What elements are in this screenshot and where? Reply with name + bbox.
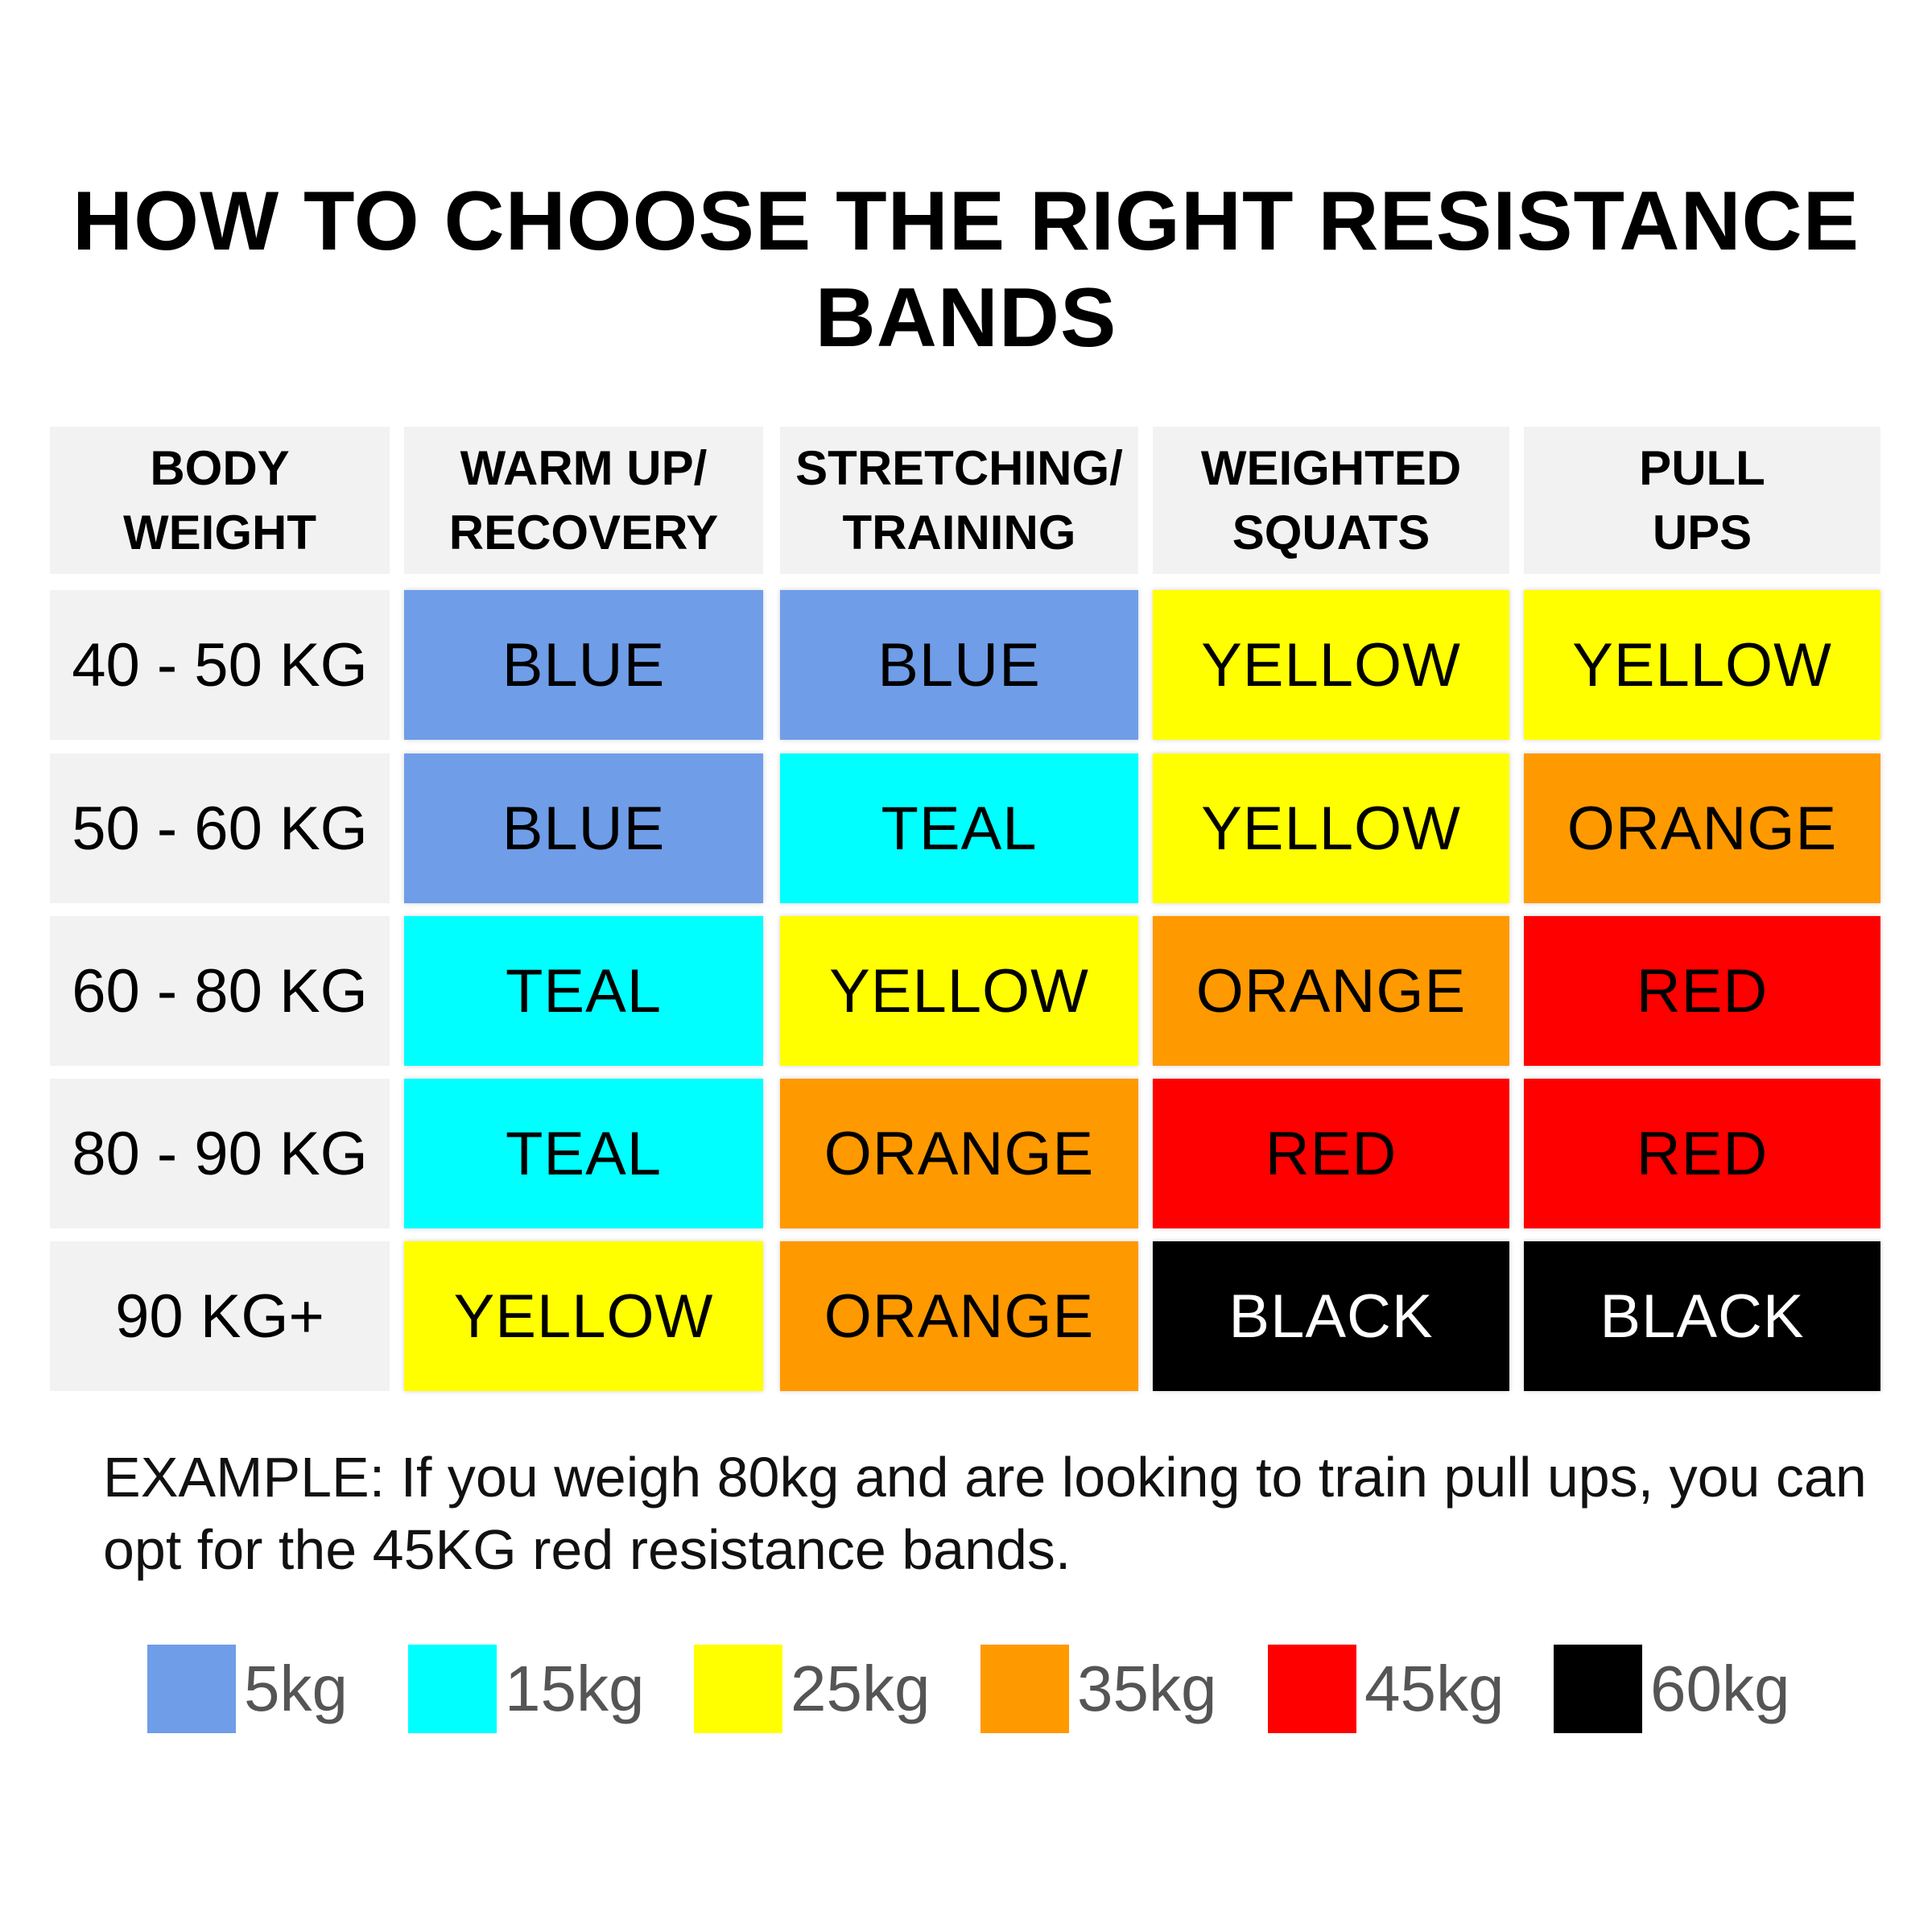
column-header-line: WEIGHT (123, 505, 316, 559)
column-header-line: PULL (1639, 440, 1765, 495)
band-cell: ORANGE (1524, 753, 1880, 903)
legend-label: 25kg (791, 1653, 931, 1724)
band-cell: BLUE (404, 753, 763, 903)
example-text: EXAMPLE: If you weigh 80kg and are looki… (103, 1446, 1867, 1581)
legend-label: 60kg (1650, 1653, 1790, 1724)
legend-swatch (1268, 1645, 1356, 1733)
column-header: BODY WEIGHT (50, 427, 390, 574)
legend-label: 45kg (1364, 1653, 1505, 1724)
band-cell: BLACK (1524, 1241, 1880, 1391)
band-cell: RED (1153, 1079, 1509, 1228)
band-cell: BLUE (780, 590, 1138, 740)
column-header: PULL UPS (1524, 427, 1880, 574)
band-cell: BLACK (1153, 1241, 1509, 1391)
band-cell: ORANGE (1153, 916, 1509, 1066)
legend-swatch (1554, 1645, 1642, 1733)
legend-swatch (147, 1645, 236, 1733)
band-cell: TEAL (404, 1079, 763, 1228)
column-header-line: WARM UP/ (460, 440, 708, 495)
legend-label: 5kg (244, 1653, 348, 1724)
band-cell: TEAL (780, 753, 1138, 903)
legend-swatch (694, 1645, 782, 1733)
band-cell: RED (1524, 1079, 1880, 1228)
column-header: STRETCHING/TRAINING (780, 427, 1138, 574)
column-header-line: WEIGHTED (1200, 440, 1462, 495)
band-cell: YELLOW (1524, 590, 1880, 740)
band-cell: YELLOW (404, 1241, 763, 1391)
column-header-line: STRETCHING/ (795, 440, 1123, 495)
band-cell: YELLOW (1153, 590, 1509, 740)
legend-label: 35kg (1077, 1653, 1217, 1724)
legend-swatch (980, 1645, 1069, 1733)
column-header-line: SQUATS (1232, 505, 1430, 559)
column-header: WARM UP/RECOVERY (404, 427, 763, 574)
band-cell: YELLOW (780, 916, 1138, 1066)
body-weight-cell: 90 KG+ (50, 1241, 390, 1391)
legend-label: 15kg (505, 1653, 645, 1724)
band-cell: ORANGE (780, 1241, 1138, 1391)
body-weight-cell: 60 - 80 KG (50, 916, 390, 1066)
column-header-line: UPS (1652, 505, 1752, 559)
band-cell: ORANGE (780, 1079, 1138, 1228)
body-weight-cell: 40 - 50 KG (50, 590, 390, 740)
column-header: WEIGHTED SQUATS (1153, 427, 1509, 574)
legend-swatch (408, 1645, 497, 1733)
column-header-line: TRAINING (842, 505, 1076, 559)
body-weight-cell: 80 - 90 KG (50, 1079, 390, 1228)
body-weight-cell: 50 - 60 KG (50, 753, 390, 903)
column-header-line: BODY (150, 440, 290, 495)
band-cell: YELLOW (1153, 753, 1509, 903)
band-cell: TEAL (404, 916, 763, 1066)
band-cell: RED (1524, 916, 1880, 1066)
band-cell: BLUE (404, 590, 763, 740)
column-header-line: RECOVERY (448, 505, 719, 559)
page-title: HOW TO CHOOSE THE RIGHT RESISTANCE BANDS (72, 175, 1860, 365)
